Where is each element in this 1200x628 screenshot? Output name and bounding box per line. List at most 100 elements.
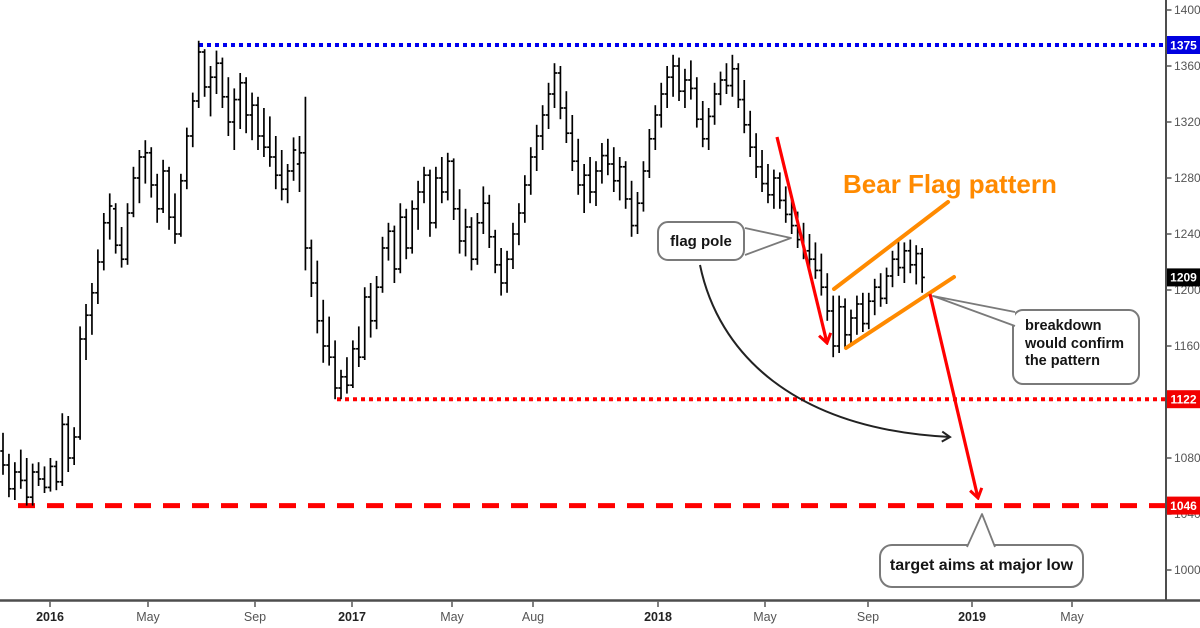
flag-lower-trendline[interactable]	[844, 275, 956, 350]
ohlc-bar	[243, 77, 249, 134]
ohlc-bar	[498, 248, 504, 296]
ohlc-bar	[439, 157, 445, 204]
y-tick-label: 1360	[1174, 59, 1200, 73]
ohlc-bar	[445, 152, 451, 201]
ohlc-bar	[379, 236, 386, 293]
ohlc-bar	[267, 116, 273, 167]
ohlc-bar	[842, 298, 848, 349]
ohlc-bar	[492, 229, 498, 274]
ohlc-bar	[522, 175, 528, 223]
ohlc-bar	[18, 449, 24, 489]
ohlc-bar	[409, 200, 415, 254]
target-callout[interactable]: target aims at major low	[879, 544, 1084, 588]
ohlc-bar	[356, 326, 362, 367]
ohlc-bar	[717, 71, 724, 106]
ohlc-bar	[456, 189, 463, 254]
ohlc-bar	[273, 136, 279, 190]
ohlc-bar	[806, 234, 813, 268]
flag-upper-trendline[interactable]	[832, 200, 950, 291]
ohlc-bar	[534, 124, 540, 171]
x-tick-label: Aug	[522, 610, 544, 624]
ohlc-bar	[77, 326, 83, 440]
x-tick-label: 2017	[338, 610, 366, 624]
y-tick-label: 1280	[1174, 171, 1200, 185]
breakdown-callout[interactable]: breakdown would confirm the pattern	[1012, 309, 1140, 385]
ohlc-bar	[338, 369, 344, 400]
breakdown-callout-line1: breakdown	[1025, 318, 1102, 334]
ohlc-bar	[118, 227, 125, 268]
breakdown-target-arrow[interactable]	[928, 293, 978, 498]
ohlc-bar	[539, 105, 546, 150]
ohlc-bar	[919, 248, 925, 293]
ohlc-bar	[35, 462, 42, 486]
bear-flag-pattern-label[interactable]: Bear Flag pattern	[843, 169, 1057, 199]
ohlc-bar	[433, 166, 439, 229]
ohlc-bar	[759, 150, 765, 192]
ohlc-bar	[136, 150, 143, 204]
ohlc-bar	[468, 217, 475, 271]
ohlc-bar	[877, 273, 884, 307]
ohlc-bar	[652, 105, 658, 150]
ohlc-bar	[89, 283, 95, 335]
ohlc-bar	[421, 166, 427, 204]
ohlc-bar	[658, 82, 664, 128]
ohlc-bar	[611, 147, 617, 192]
measured-move-curve[interactable]	[699, 264, 952, 443]
ohlc-bar	[213, 50, 220, 94]
ohlc-bar	[854, 295, 860, 335]
ohlc-bar	[201, 49, 208, 97]
ohlc-bar	[563, 91, 570, 143]
ohlc-bar	[29, 463, 36, 506]
ohlc-bar	[142, 140, 149, 184]
y-tick-label: 1320	[1174, 115, 1200, 129]
ohlc-bar	[516, 203, 522, 246]
ohlc-bar	[326, 316, 332, 366]
ohlc-bar	[427, 169, 433, 237]
ohlc-bar	[771, 169, 777, 209]
ohlc-bar	[575, 138, 581, 195]
ohlc-bar	[130, 166, 137, 218]
ohlc-bar	[883, 267, 890, 304]
ohlc-bar	[913, 245, 919, 285]
flag-pole-callout[interactable]: flag pole	[657, 221, 745, 261]
ohlc-bar	[124, 203, 131, 265]
ohlc-bar	[101, 213, 107, 271]
ohlc-bar	[824, 273, 830, 321]
x-tick-label: Sep	[244, 610, 266, 624]
ohlc-bar	[65, 416, 71, 472]
ohlc-bar	[249, 92, 255, 141]
ohlc-bar	[729, 54, 736, 97]
ohlc-bar	[53, 460, 60, 491]
ohlc-bar	[486, 194, 492, 248]
flag-pole-arrow[interactable]	[775, 136, 827, 343]
y-tick-label: 1200	[1174, 283, 1200, 297]
ohlc-bar	[474, 213, 481, 265]
ohlc-bars	[0, 40, 925, 506]
ohlc-bar	[895, 239, 902, 276]
price-chip-1375	[1167, 36, 1200, 54]
price-chip-label: 1209	[1170, 271, 1197, 285]
ohlc-bar	[314, 260, 320, 334]
ohlc-bar	[12, 462, 18, 500]
price-chip-label: 1046	[1170, 499, 1197, 513]
x-tick-label: May	[753, 610, 777, 624]
ohlc-bar	[622, 161, 629, 209]
ohlc-bar	[640, 161, 647, 212]
ohlc-bar	[172, 193, 178, 244]
ohlc-bar	[812, 242, 819, 279]
y-tick-label: 1000	[1174, 563, 1200, 577]
ohlc-bar	[71, 427, 77, 465]
ohlc-bar	[545, 82, 552, 129]
ohlc-bar	[47, 458, 54, 492]
price-chip-1046	[1167, 496, 1200, 515]
breakdown-callout-line3: the pattern	[1025, 353, 1100, 369]
ohlc-bar	[777, 172, 783, 209]
ohlc-bar	[225, 77, 232, 136]
ohlc-bar	[160, 159, 166, 213]
price-chip-label: 1122	[1170, 393, 1196, 407]
ohlc-bar	[818, 253, 825, 296]
ohlc-bar	[557, 66, 564, 120]
ohlc-bar	[587, 157, 593, 204]
